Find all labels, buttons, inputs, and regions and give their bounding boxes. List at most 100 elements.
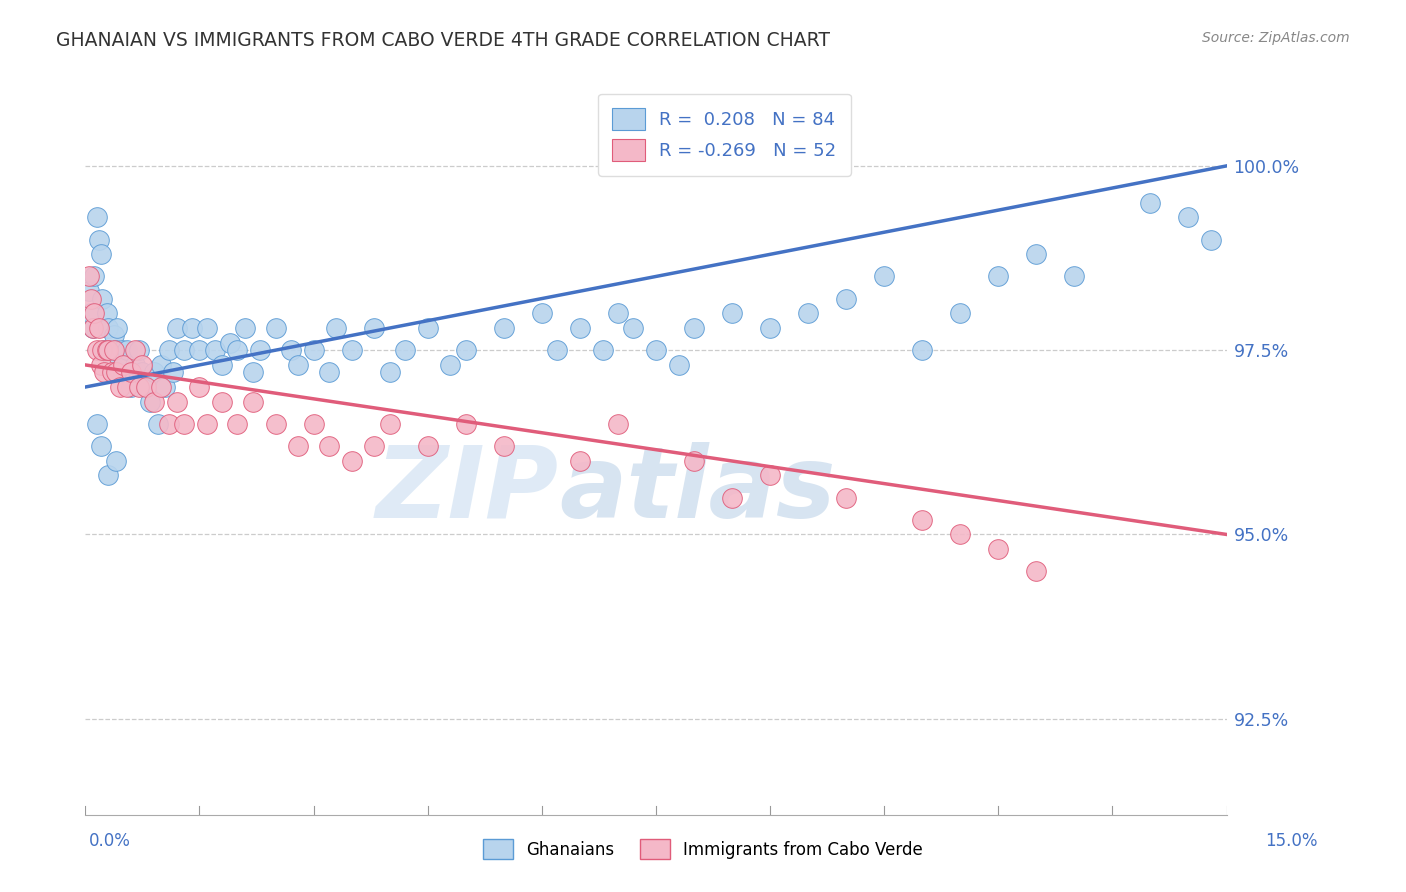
Point	[83, 269, 105, 284]
Point	[280, 343, 302, 358]
Point	[394, 343, 416, 358]
Point	[530, 306, 553, 320]
Point	[568, 321, 591, 335]
Point	[242, 394, 264, 409]
Point	[173, 343, 195, 358]
Point	[949, 527, 972, 541]
Point	[264, 417, 287, 431]
Point	[80, 306, 103, 320]
Point	[340, 454, 363, 468]
Point	[101, 358, 124, 372]
Point	[80, 292, 103, 306]
Point	[668, 358, 690, 372]
Point	[683, 454, 706, 468]
Point	[1139, 195, 1161, 210]
Point	[378, 417, 401, 431]
Point	[166, 321, 188, 335]
Point	[759, 321, 782, 335]
Legend: R =  0.208   N = 84, R = -0.269   N = 52: R = 0.208 N = 84, R = -0.269 N = 52	[598, 94, 851, 176]
Point	[378, 365, 401, 379]
Text: ZIP: ZIP	[375, 442, 560, 539]
Point	[142, 365, 165, 379]
Point	[721, 306, 744, 320]
Point	[77, 269, 100, 284]
Point	[546, 343, 568, 358]
Point	[131, 358, 153, 372]
Point	[302, 417, 325, 431]
Point	[188, 380, 211, 394]
Point	[188, 343, 211, 358]
Point	[82, 321, 104, 335]
Point	[873, 269, 896, 284]
Point	[173, 417, 195, 431]
Point	[93, 365, 115, 379]
Point	[454, 417, 477, 431]
Point	[97, 343, 120, 358]
Point	[204, 343, 226, 358]
Point	[949, 306, 972, 320]
Point	[97, 321, 120, 335]
Point	[1177, 211, 1199, 225]
Point	[124, 343, 146, 358]
Point	[592, 343, 614, 358]
Text: Source: ZipAtlas.com: Source: ZipAtlas.com	[1202, 31, 1350, 45]
Text: GHANAIAN VS IMMIGRANTS FROM CABO VERDE 4TH GRADE CORRELATION CHART: GHANAIAN VS IMMIGRANTS FROM CABO VERDE 4…	[56, 31, 830, 50]
Point	[153, 380, 176, 394]
Point	[87, 321, 110, 335]
Point	[97, 468, 120, 483]
Point	[108, 365, 131, 379]
Point	[91, 292, 114, 306]
Point	[911, 513, 934, 527]
Point	[1063, 269, 1085, 284]
Point	[112, 358, 135, 372]
Point	[124, 358, 146, 372]
Point	[128, 380, 150, 394]
Point	[683, 321, 706, 335]
Point	[287, 439, 309, 453]
Text: atlas: atlas	[560, 442, 835, 539]
Point	[91, 343, 114, 358]
Point	[249, 343, 271, 358]
Point	[115, 380, 138, 394]
Point	[233, 321, 256, 335]
Point	[150, 358, 173, 372]
Point	[835, 292, 858, 306]
Point	[492, 439, 515, 453]
Point	[416, 321, 439, 335]
Point	[104, 365, 127, 379]
Point	[166, 394, 188, 409]
Point	[226, 343, 249, 358]
Point	[721, 491, 744, 505]
Point	[86, 211, 108, 225]
Point	[142, 394, 165, 409]
Point	[987, 269, 1010, 284]
Point	[195, 321, 218, 335]
Text: 15.0%: 15.0%	[1265, 831, 1317, 849]
Point	[218, 335, 240, 350]
Point	[211, 394, 233, 409]
Point	[645, 343, 668, 358]
Point	[157, 343, 180, 358]
Point	[226, 417, 249, 431]
Point	[195, 417, 218, 431]
Point	[128, 343, 150, 358]
Point	[157, 417, 180, 431]
Point	[98, 343, 121, 358]
Point	[340, 343, 363, 358]
Point	[93, 343, 115, 358]
Point	[363, 439, 385, 453]
Point	[454, 343, 477, 358]
Point	[111, 343, 134, 358]
Point	[104, 454, 127, 468]
Point	[86, 417, 108, 431]
Point	[363, 321, 385, 335]
Point	[439, 358, 461, 372]
Point	[135, 380, 157, 394]
Point	[96, 343, 118, 358]
Point	[146, 417, 169, 431]
Point	[96, 306, 118, 320]
Point	[492, 321, 515, 335]
Point	[416, 439, 439, 453]
Point	[77, 284, 100, 298]
Point	[112, 358, 135, 372]
